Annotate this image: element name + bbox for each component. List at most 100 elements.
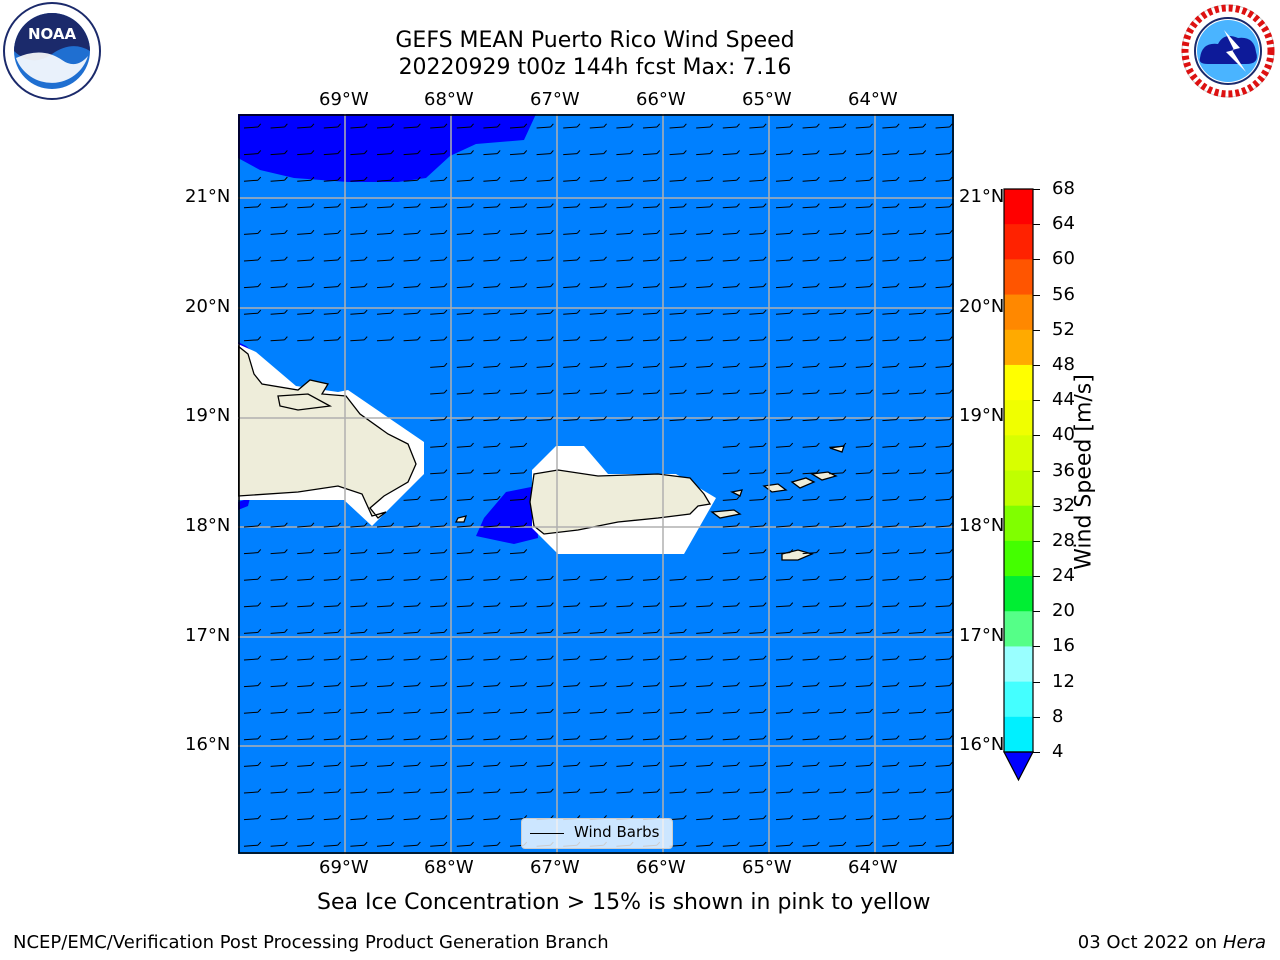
wind-barb xyxy=(642,150,661,156)
wind-barb xyxy=(403,815,421,821)
wind-barb xyxy=(882,708,900,714)
wind-barb xyxy=(456,788,474,794)
wind-barb xyxy=(669,123,687,129)
wind-barb xyxy=(563,176,581,182)
wind-barb xyxy=(802,442,820,448)
colorbar-segment xyxy=(1004,611,1033,647)
wind-barb xyxy=(775,389,794,395)
wind-barb xyxy=(243,682,262,688)
wind-barb xyxy=(908,682,927,688)
wind-barb xyxy=(882,176,900,182)
wind-barb xyxy=(829,229,847,235)
wind-barb xyxy=(297,735,315,741)
wind-barb xyxy=(456,495,474,501)
wind-barb xyxy=(802,150,820,156)
wind-barb xyxy=(270,708,288,714)
wind-barb xyxy=(563,336,581,342)
lon-label-bottom-66w: 66°W xyxy=(636,857,686,878)
wind-barb xyxy=(403,735,421,741)
wind-barb xyxy=(935,336,953,342)
wind-barb xyxy=(563,575,581,581)
colorbar-tick-label: 52 xyxy=(1052,318,1075,340)
wind-barb xyxy=(669,203,687,209)
wind-barb xyxy=(669,602,687,608)
wind-barb xyxy=(483,735,501,741)
wind-barb xyxy=(563,389,581,395)
wind-barb xyxy=(243,815,262,821)
wind-barb xyxy=(829,788,847,794)
wind-barb xyxy=(270,229,288,235)
wind-barb xyxy=(722,495,740,501)
wind-barb xyxy=(509,283,528,289)
wind-barb xyxy=(855,309,873,315)
wind-barb xyxy=(563,203,581,209)
wind-barb xyxy=(722,549,740,555)
wind-barb xyxy=(430,229,448,235)
wind-barb xyxy=(829,815,847,821)
wind-barb xyxy=(270,256,288,262)
wind-barb xyxy=(323,256,341,262)
wind-barb xyxy=(935,522,953,528)
wind-barb xyxy=(297,283,315,289)
wind-barb xyxy=(749,628,767,634)
wind-barb xyxy=(350,203,368,209)
wind-barb xyxy=(775,150,794,156)
wind-barb xyxy=(935,841,953,847)
wind-barb xyxy=(669,389,687,395)
colorbar-segment xyxy=(1004,681,1033,718)
wind-barb xyxy=(243,150,262,156)
wind-barb xyxy=(376,815,395,821)
wind-speed-map xyxy=(238,114,954,854)
wind-barb xyxy=(403,256,421,262)
wind-barb xyxy=(616,602,634,608)
colorbar-segment xyxy=(1004,294,1033,331)
wind-barb xyxy=(270,336,288,342)
wind-barb xyxy=(243,522,262,528)
wind-barb xyxy=(935,283,953,289)
wind-barb xyxy=(616,655,634,661)
wind-barb xyxy=(323,708,341,714)
colorbar-tick-mark xyxy=(1033,364,1040,366)
wind-barb xyxy=(616,575,634,581)
wind-barb xyxy=(430,123,448,129)
wind-barb xyxy=(696,203,714,209)
wind-barb xyxy=(430,309,448,315)
wind-barb xyxy=(722,841,740,847)
colorbar-tick-label: 32 xyxy=(1052,494,1075,516)
wind-barb xyxy=(243,123,262,129)
wind-barb xyxy=(456,309,474,315)
colorbar-tick-label: 68 xyxy=(1052,178,1075,199)
colorbar-tick-mark xyxy=(1033,329,1040,331)
wind-barb xyxy=(669,283,687,289)
legend-barb-symbol xyxy=(530,833,564,834)
wind-barb xyxy=(775,815,794,821)
nws-logo xyxy=(1181,4,1275,98)
wind-barb xyxy=(297,708,315,714)
wind-barb xyxy=(297,256,315,262)
wind-barb xyxy=(775,788,794,794)
wind-barb xyxy=(403,309,421,315)
wind-barb xyxy=(696,283,714,289)
footer-date: 03 Oct 2022 on Hera xyxy=(1077,932,1266,953)
colorbar-segment xyxy=(1004,470,1033,507)
wind-barb xyxy=(722,389,740,395)
wind-barb xyxy=(882,416,900,422)
lon-label-bottom-65w: 65°W xyxy=(742,857,792,878)
wind-barb xyxy=(722,522,740,528)
wind-barb xyxy=(749,761,767,767)
wind-barb xyxy=(829,708,847,714)
wind-barb xyxy=(616,123,634,129)
wind-barb xyxy=(775,602,794,608)
wind-barb xyxy=(376,735,395,741)
wind-barb xyxy=(696,682,714,688)
colorbar-tick-mark xyxy=(1033,505,1040,507)
wind-barb xyxy=(882,389,900,395)
wind-barb xyxy=(536,150,554,156)
wind-barb xyxy=(775,655,794,661)
wind-barb xyxy=(376,602,395,608)
wind-barb xyxy=(483,442,501,448)
wind-barb xyxy=(749,336,767,342)
wind-barb xyxy=(297,761,315,767)
colorbar-segment xyxy=(1004,435,1033,471)
wind-barb xyxy=(563,602,581,608)
